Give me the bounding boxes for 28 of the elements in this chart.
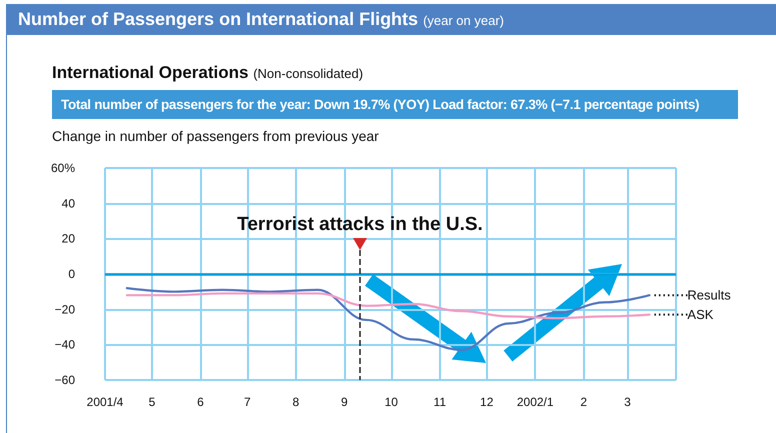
x-tick-label: 7 [244,395,252,409]
text: Results [687,288,732,303]
x-tick-label: 2001/4 [86,395,124,409]
chart-title: Number of Passengers on International Flights (year on year) [6,4,776,35]
x-tick-label: 9 [341,395,348,409]
x-tick-label: 2002/1 [516,395,554,409]
x-tick-label: 8 [292,395,300,409]
ref-line-label: Terrorist attacks in the U.S. [237,214,483,235]
y-tick-label: −60 [54,373,76,387]
y-tick-label: 40 [62,196,76,210]
y-tick-label: 20 [62,232,76,246]
x-tick-label: 11 [434,395,446,409]
x-tick-label: 3 [624,395,632,409]
x-tick-label: 10 [384,395,398,409]
y-axis-title: Change in number of passengers from previous year [52,128,379,144]
x-tick-label: 2 [580,395,588,409]
y-tick-label: 60% [50,161,76,175]
x-tick-label: 5 [148,395,156,409]
x-tick-label: 12 [480,395,494,409]
chart-subtitle: International Operations (Non-consolidated) [52,63,364,83]
text: ASK [687,307,714,322]
line-series [126,292,651,320]
y-tick-label: −20 [54,302,76,316]
line-series [126,287,651,352]
y-tick-label: 0 [68,267,76,281]
y-tick-label: −40 [54,338,76,352]
x-tick-label: 6 [197,395,204,409]
text: Total number of passengers for the year: Down 19.7% (YOY) Load factor: 67.3% (−7.1 percentage points) [52,90,738,119]
